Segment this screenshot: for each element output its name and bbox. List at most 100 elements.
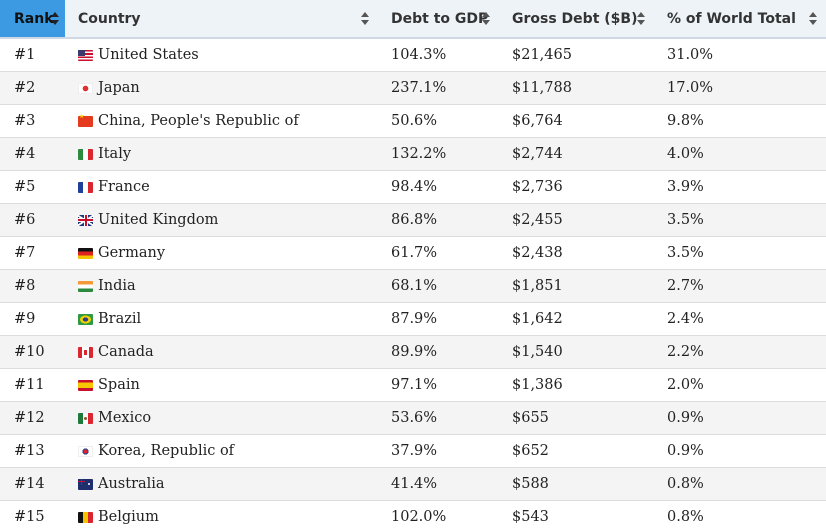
table-row: #2 Japan 237.1% $11,788 17.0% [0, 71, 826, 105]
debt-to-gdp-cell: 87.9% [378, 302, 499, 336]
world-total-cell: 2.2% [654, 335, 826, 369]
world-total-cell: 0.9% [654, 434, 826, 468]
gross-debt-cell: $2,438 [499, 236, 654, 270]
country-cell: United Kingdom [65, 203, 378, 237]
column-header-gross-debt[interactable]: Gross Debt ($B) [499, 0, 654, 39]
country-wrap: Japan [78, 80, 378, 96]
column-header-label: Country [78, 10, 141, 27]
world-total-cell: 31.0% [654, 38, 826, 72]
sort-icon[interactable] [51, 12, 59, 25]
column-header-world-total[interactable]: % of World Total [654, 0, 826, 39]
country-cell: Mexico [65, 401, 378, 435]
gross-debt-cell: $6,764 [499, 104, 654, 138]
gross-debt-cell: $1,851 [499, 269, 654, 303]
sort-icon[interactable] [482, 12, 490, 25]
debt-to-gdp-cell: 104.3% [378, 38, 499, 72]
country-name: Mexico [98, 410, 152, 426]
column-header-label: Rank [14, 10, 54, 27]
india-flag-icon [78, 280, 93, 292]
country-name: Italy [98, 146, 132, 162]
country-cell: Belgium [65, 500, 378, 532]
rank-cell: #2 [0, 71, 65, 105]
japan-flag-icon [78, 82, 93, 94]
gross-debt-cell: $1,540 [499, 335, 654, 369]
country-wrap: India [78, 278, 378, 294]
table-row: #5 France 98.4% $2,736 3.9% [0, 170, 826, 204]
country-wrap: Italy [78, 146, 378, 162]
header-row: Rank Country Debt to GDP Gross Debt ($B)… [0, 0, 826, 39]
column-header-label: Gross Debt ($B) [512, 10, 638, 27]
sort-icon[interactable] [637, 12, 645, 25]
table-row: #1 United States 104.3% $21,465 31.0% [0, 38, 826, 72]
rank-cell: #9 [0, 302, 65, 336]
debt-to-gdp-cell: 89.9% [378, 335, 499, 369]
column-header-label: Debt to GDP [391, 10, 489, 27]
country-wrap: Belgium [78, 509, 378, 525]
gross-debt-cell: $655 [499, 401, 654, 435]
rank-cell: #14 [0, 467, 65, 501]
world-total-cell: 2.7% [654, 269, 826, 303]
table-row: #8 India 68.1% $1,851 2.7% [0, 269, 826, 303]
column-header-country[interactable]: Country [65, 0, 378, 39]
debt-to-gdp-cell: 102.0% [378, 500, 499, 532]
column-header-rank[interactable]: Rank [0, 0, 65, 39]
debt-to-gdp-cell: 53.6% [378, 401, 499, 435]
table-row: #10 Canada 89.9% $1,540 2.2% [0, 335, 826, 369]
country-name: Canada [98, 344, 154, 360]
country-cell: Germany [65, 236, 378, 270]
rank-cell: #4 [0, 137, 65, 171]
spain-flag-icon [78, 379, 93, 391]
country-cell: France [65, 170, 378, 204]
country-wrap: Korea, Republic of [78, 443, 378, 459]
country-wrap: United Kingdom [78, 212, 378, 228]
column-header-debt-to-gdp[interactable]: Debt to GDP [378, 0, 499, 39]
debt-to-gdp-cell: 68.1% [378, 269, 499, 303]
table-row: #14 Australia 41.4% $588 0.8% [0, 467, 826, 501]
sort-icon[interactable] [361, 12, 369, 25]
germany-flag-icon [78, 247, 93, 259]
country-cell: Korea, Republic of [65, 434, 378, 468]
country-wrap: Spain [78, 377, 378, 393]
sort-icon[interactable] [809, 12, 817, 25]
world-total-cell: 0.8% [654, 467, 826, 501]
gross-debt-cell: $21,465 [499, 38, 654, 72]
country-wrap: Mexico [78, 410, 378, 426]
gross-debt-cell: $1,386 [499, 368, 654, 402]
rank-cell: #5 [0, 170, 65, 204]
country-name: United States [98, 47, 199, 63]
country-name: Korea, Republic of [98, 443, 235, 459]
country-cell: Spain [65, 368, 378, 402]
country-name: Germany [98, 245, 166, 261]
korea-flag-icon [78, 445, 93, 457]
gross-debt-cell: $2,744 [499, 137, 654, 171]
table-row: #9 Brazil 87.9% $1,642 2.4% [0, 302, 826, 336]
debt-to-gdp-cell: 37.9% [378, 434, 499, 468]
country-wrap: Germany [78, 245, 378, 261]
mexico-flag-icon [78, 412, 93, 424]
country-wrap: China, People's Republic of [78, 113, 378, 129]
debt-to-gdp-cell: 41.4% [378, 467, 499, 501]
rank-cell: #13 [0, 434, 65, 468]
us-flag-icon [78, 49, 93, 61]
rank-cell: #7 [0, 236, 65, 270]
table-row: #12 Mexico 53.6% $655 0.9% [0, 401, 826, 435]
table-row: #4 Italy 132.2% $2,744 4.0% [0, 137, 826, 171]
table-row: #7 Germany 61.7% $2,438 3.5% [0, 236, 826, 270]
table-row: #13 Korea, Republic of 37.9% $652 0.9% [0, 434, 826, 468]
country-name: Brazil [98, 311, 142, 327]
country-name: Belgium [98, 509, 159, 525]
world-total-cell: 3.9% [654, 170, 826, 204]
world-total-cell: 4.0% [654, 137, 826, 171]
world-total-cell: 0.9% [654, 401, 826, 435]
country-cell: India [65, 269, 378, 303]
gross-debt-cell: $588 [499, 467, 654, 501]
table-header: Rank Country Debt to GDP Gross Debt ($B)… [0, 0, 826, 39]
world-total-cell: 0.8% [654, 500, 826, 532]
country-cell: China, People's Republic of [65, 104, 378, 138]
gross-debt-cell: $543 [499, 500, 654, 532]
rank-cell: #10 [0, 335, 65, 369]
country-wrap: Canada [78, 344, 378, 360]
debt-to-gdp-cell: 97.1% [378, 368, 499, 402]
debt-to-gdp-cell: 132.2% [378, 137, 499, 171]
